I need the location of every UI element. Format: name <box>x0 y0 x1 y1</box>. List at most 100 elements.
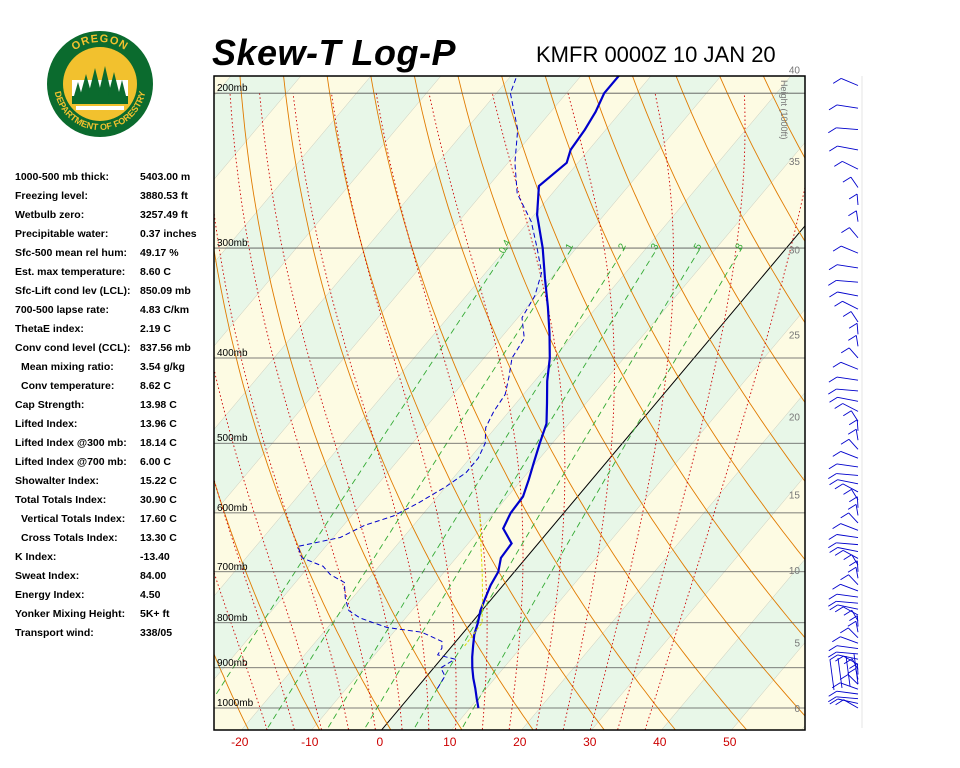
index-label: Cap Strength: <box>15 399 85 411</box>
wind-barb-flag <box>832 583 841 590</box>
temperature-point <box>472 667 473 668</box>
wind-barb-flag <box>832 523 841 529</box>
wind-barb-flag <box>834 606 844 613</box>
wind-barb-shaft <box>836 463 859 468</box>
wind-barb-flag <box>834 300 843 307</box>
dry-adiabat-line <box>63 0 184 744</box>
wind-barb-shaft <box>848 438 859 450</box>
temperature-point <box>485 598 486 599</box>
index-label: Precipitable water: <box>15 228 109 240</box>
isotherm-line <box>214 76 512 430</box>
index-value: -13.40 <box>140 551 170 563</box>
wind-barb-flag <box>829 479 838 486</box>
height-axis-label: Height (1000ft) <box>779 80 789 140</box>
dewpoint-point <box>485 443 486 444</box>
mixing-ratio-line <box>412 247 701 730</box>
moist-adiabat-line <box>229 93 376 730</box>
index-row: Total Totals Index: 30.90 C <box>15 491 211 510</box>
dewpoint-point <box>541 272 542 273</box>
wind-barb-shaft <box>855 429 859 441</box>
x-tick-label: -20 <box>231 735 249 749</box>
parcel-path <box>464 512 484 647</box>
wind-barb-shaft <box>841 77 859 86</box>
wind-barb-shaft <box>836 376 859 381</box>
stability-indices-panel: 1000-500 mb thick: 5403.00 m Freezing leve… <box>15 168 211 643</box>
dewpoint-point <box>360 617 361 618</box>
temperature-point <box>476 698 477 699</box>
dry-adiabat-line <box>214 247 392 730</box>
dry-adiabat-line <box>501 76 805 639</box>
isotherm-band <box>241 76 805 730</box>
temperature-point <box>544 278 545 279</box>
wind-barb-flag <box>828 600 837 607</box>
dry-adiabat-line <box>326 76 605 730</box>
wind-barb-shaft <box>837 657 843 689</box>
temperature-point <box>528 479 529 480</box>
dewpoint-point <box>437 688 438 689</box>
wind-barb-flag <box>847 428 857 435</box>
index-row: Yonker Mixing Height: 5K+ ft <box>15 605 211 624</box>
wind-barb-shaft <box>840 361 859 370</box>
index-value: 15.22 C <box>140 475 177 487</box>
index-label: Cross Totals Index: <box>21 532 118 544</box>
isobar-label: 300mb <box>217 238 248 249</box>
index-label: Vertical Totals Index: <box>21 513 126 525</box>
wind-barb-shaft <box>850 311 859 323</box>
dewpoint-point <box>521 317 522 318</box>
dewpoint-point <box>437 654 438 655</box>
wind-barb-shaft <box>837 547 859 553</box>
wind-barb-flag <box>848 322 858 329</box>
wind-barb-flag <box>828 127 837 134</box>
wind-barb-shaft <box>840 245 859 254</box>
dewpoint-point <box>505 394 506 395</box>
moist-adiabat-line <box>214 208 350 730</box>
dry-adiabat-line <box>413 76 748 730</box>
temperature-point <box>473 678 474 679</box>
dewpoint-point <box>521 63 522 64</box>
moist-adiabat-line <box>562 93 615 730</box>
temperature-point <box>500 557 501 558</box>
index-value: 837.56 mb <box>140 342 191 354</box>
wind-barb-flag <box>843 554 852 560</box>
wind-barb-flag <box>849 615 858 621</box>
index-row: Mean mixing ratio: 3.54 g/kg <box>15 358 211 377</box>
wind-barb-shaft <box>856 419 859 431</box>
temperature-point <box>539 443 540 444</box>
wind-barb-flag <box>849 496 858 503</box>
index-row: Cross Totals Index: 13.30 C <box>15 529 211 548</box>
isobar-label: 700mb <box>217 562 248 573</box>
dewpoint-point <box>323 566 324 567</box>
wind-barb-shaft <box>850 410 859 422</box>
dewpoint-point <box>493 411 494 412</box>
temperature-point <box>584 129 585 130</box>
wind-barb-flag <box>828 280 837 286</box>
dry-adiabat-line <box>214 652 250 730</box>
index-label: ThetaE index: <box>15 323 84 335</box>
temperature-point <box>533 461 534 462</box>
index-label: Yonker Mixing Height: <box>15 608 126 620</box>
index-row: Transport wind: 338/05 <box>15 624 211 643</box>
index-row: Lifted Index @700 mb: 6.00 C <box>15 453 211 472</box>
isobar-label: 600mb <box>217 503 248 514</box>
index-row: 700-500 lapse rate: 4.83 C/km <box>15 301 211 320</box>
temperature-point <box>503 528 504 529</box>
index-label: Conv cond level (CCL): <box>15 342 131 354</box>
index-label: 700-500 lapse rate: <box>15 304 109 316</box>
wind-barb-shaft <box>856 193 859 206</box>
dry-adiabat-line <box>632 76 805 404</box>
index-row: 1000-500 mb thick: 5403.00 m <box>15 168 211 187</box>
temperature-point <box>549 333 550 334</box>
index-label: Total Totals Index: <box>15 494 107 506</box>
dewpoint-profile <box>297 76 543 689</box>
wind-barb-flag <box>829 604 838 611</box>
wind-barb-shaft <box>855 621 859 633</box>
wind-barb-flag <box>848 419 858 426</box>
wind-barb-flag <box>828 376 838 383</box>
dewpoint-point <box>393 515 394 516</box>
temperature-point <box>473 645 474 646</box>
index-row: Lifted Index: 13.96 C <box>15 415 211 434</box>
isotherm-line <box>214 76 442 347</box>
height-tick-label: 15 <box>789 491 801 502</box>
dewpoint-point <box>514 162 515 163</box>
